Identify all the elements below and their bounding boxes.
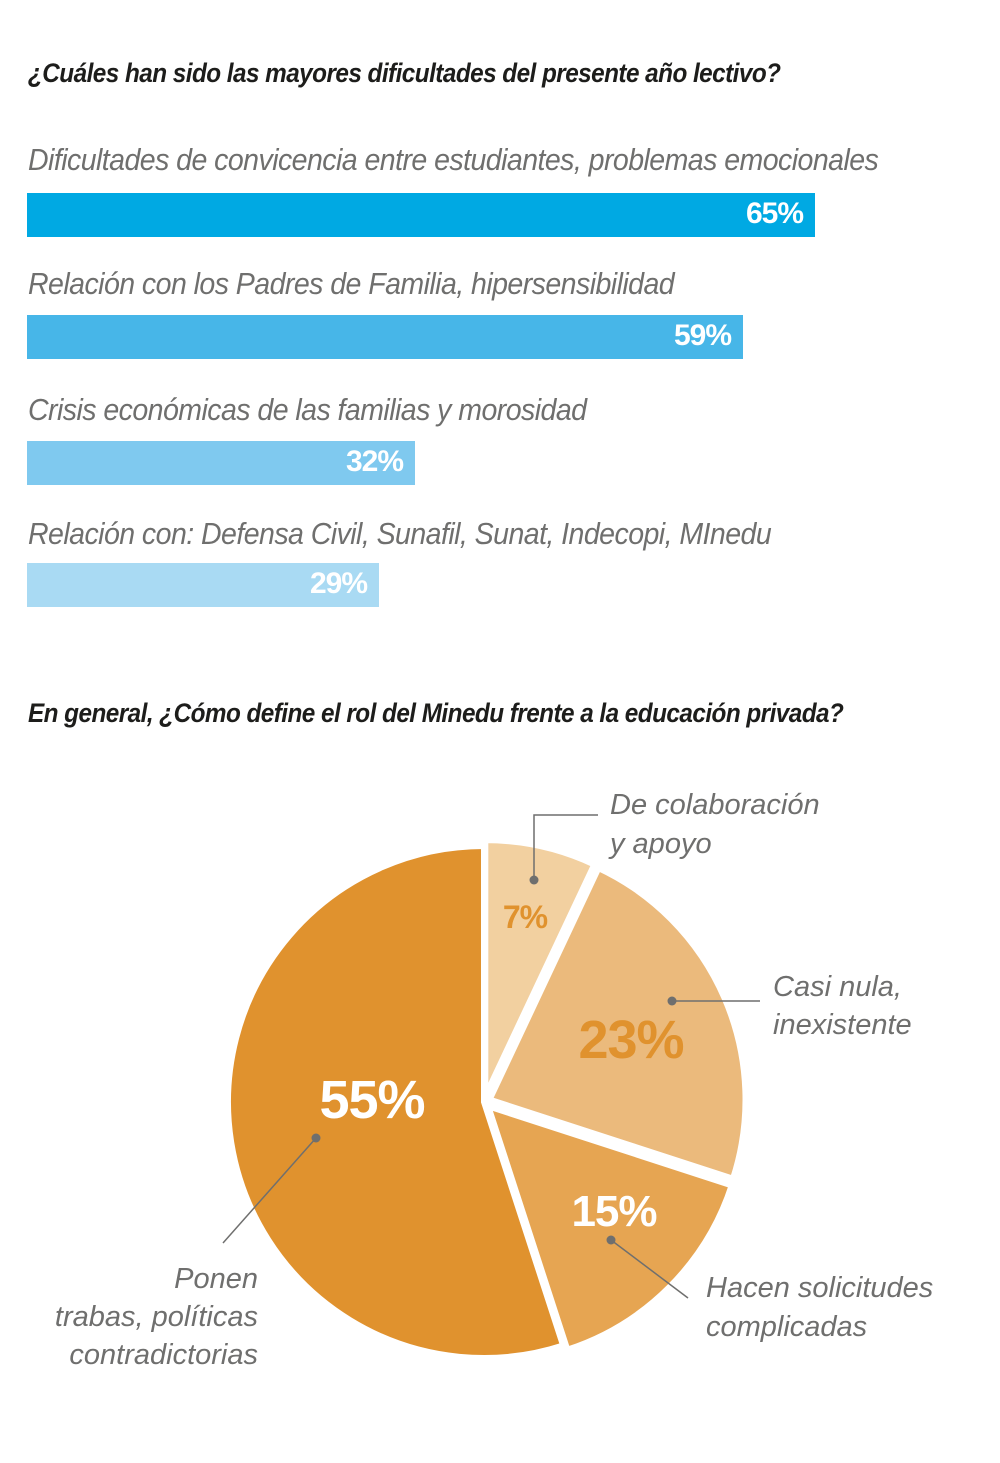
- pie-category-label: Casi nula,: [773, 971, 902, 1003]
- bar: 65%: [27, 193, 815, 237]
- pie-slice: [225, 842, 567, 1361]
- pie-slice: [482, 837, 599, 1098]
- pie-category-label: inexistente: [773, 1009, 912, 1041]
- bar: 59%: [27, 315, 743, 359]
- bar-label: Dificultades de convicencia entre estudi…: [28, 142, 879, 177]
- bar-label: Relación con: Defensa Civil, Sunafil, Su…: [28, 516, 772, 551]
- pie-category-label: complicadas: [706, 1311, 867, 1343]
- leader-dot: [311, 1133, 321, 1143]
- bar-value-label: 29%: [309, 567, 368, 600]
- pie-chart-title: En general, ¿Cómo define el rol del Mine…: [28, 698, 844, 728]
- pie-pct-label: 55%: [319, 1070, 424, 1130]
- leader-line: [533, 814, 598, 880]
- bar-value-label: 32%: [345, 445, 404, 478]
- bar: 29%: [27, 563, 379, 607]
- bar: 32%: [27, 441, 415, 485]
- pie-slice: [483, 1101, 736, 1354]
- pie-category-label: Ponen: [174, 1263, 258, 1295]
- pie-pct-label: 23%: [578, 1010, 683, 1070]
- bar-label: Relación con los Padres de Familia, hipe…: [28, 266, 675, 301]
- bar-chart-title: ¿Cuáles han sido las mayores dificultade…: [28, 58, 781, 88]
- pie-category-label: contradictorias: [69, 1339, 258, 1371]
- bar-value-label: 65%: [745, 197, 804, 230]
- pie-category-label: trabas, políticas: [55, 1301, 258, 1333]
- leader-dot: [667, 996, 677, 1006]
- leader-line: [222, 1137, 317, 1244]
- bar-label: Crisis económicas de las familias y moro…: [28, 392, 587, 427]
- pie-category-label: De colaboración: [610, 789, 820, 821]
- pie-category-label: Hacen solicitudes: [706, 1272, 933, 1304]
- pie-pct-label: 15%: [571, 1187, 656, 1236]
- leader-line: [610, 1239, 689, 1299]
- bar-value-label: 59%: [673, 319, 732, 352]
- leader-dot: [529, 875, 539, 885]
- leader-dot: [606, 1235, 616, 1245]
- pie-category-label: y apoyo: [608, 828, 712, 860]
- pie-slice: [485, 863, 749, 1183]
- pie-pct-label: 7%: [503, 899, 548, 935]
